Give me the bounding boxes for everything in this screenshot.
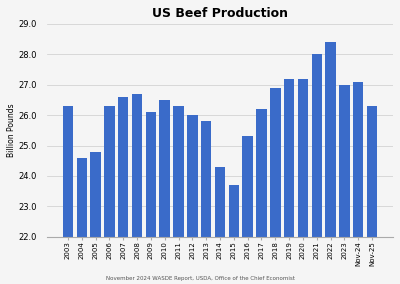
Bar xyxy=(367,106,377,237)
Title: US Beef Production: US Beef Production xyxy=(152,7,288,20)
Bar xyxy=(118,97,128,237)
Bar xyxy=(242,136,253,237)
Bar xyxy=(256,109,267,237)
Bar xyxy=(173,106,184,237)
Bar xyxy=(76,158,87,237)
Bar xyxy=(132,94,142,237)
Bar xyxy=(353,82,364,237)
Bar xyxy=(229,185,239,237)
Bar xyxy=(326,42,336,237)
Bar xyxy=(63,106,73,237)
Bar xyxy=(160,100,170,237)
Bar xyxy=(187,115,198,237)
Bar xyxy=(270,88,280,237)
Text: November 2024 WASDE Report, USDA, Office of the Chief Economist: November 2024 WASDE Report, USDA, Office… xyxy=(106,276,294,281)
Bar xyxy=(146,112,156,237)
Bar xyxy=(104,106,114,237)
Bar xyxy=(339,85,350,237)
Y-axis label: Billion Pounds: Billion Pounds xyxy=(7,104,16,157)
Bar xyxy=(201,121,211,237)
Bar xyxy=(312,54,322,237)
Bar xyxy=(90,152,101,237)
Bar xyxy=(284,79,294,237)
Bar xyxy=(298,79,308,237)
Bar xyxy=(215,167,225,237)
